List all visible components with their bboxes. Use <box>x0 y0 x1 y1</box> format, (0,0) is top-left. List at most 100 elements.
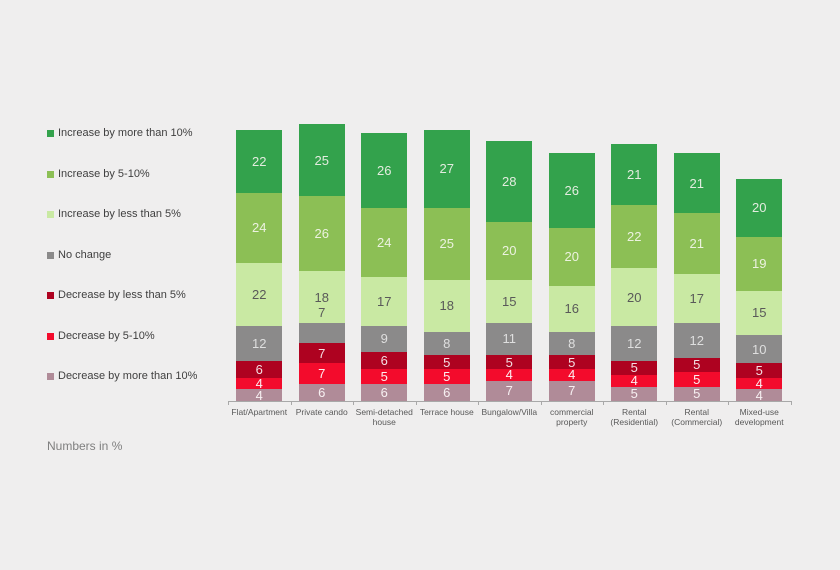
legend-item-label: Increase by more than 10% <box>58 127 193 139</box>
legend-swatch-icon <box>47 373 54 380</box>
legend-item-label: Increase by 5-10% <box>58 167 150 180</box>
bar-rental-commercial: 21 21 17 12 5 5 5 <box>673 152 720 402</box>
segment-value-label: 19 <box>752 256 767 272</box>
segment-value-label: 22 <box>252 154 267 170</box>
segment-value-label: 28 <box>502 174 517 190</box>
segment-bungalow-villa-increase-by-more-than-10: 28 <box>486 141 533 223</box>
segment-bungalow-villa-increase-by-5-10: 20 <box>486 222 533 280</box>
segment-value-label: 12 <box>252 335 267 351</box>
category-label-private-cando: Private cando <box>295 407 348 417</box>
segment-terrace-house-increase-by-5-10: 25 <box>423 207 470 280</box>
x-axis-tick <box>665 401 667 405</box>
legend-item-label: Decrease by 5-10% <box>58 329 155 342</box>
x-axis-line <box>228 401 791 402</box>
segment-flat-apartment-increase-by-less-than-5: 22 <box>236 262 283 326</box>
segment-value-label: 15 <box>502 293 517 309</box>
legend-swatch-icon <box>47 211 54 218</box>
segment-semi-detached-house-increase-by-less-than-5: 17 <box>361 276 408 326</box>
segment-mixed-use-development-increase-by-5-10: 19 <box>736 236 783 292</box>
segment-semi-detached-house-no-change: 9 <box>361 325 408 352</box>
segment-terrace-house-decrease-by-5-10: 5 <box>423 369 470 384</box>
segment-value-label: 12 <box>689 332 704 348</box>
segment-bungalow-villa-decrease-by-more-than-10: 7 <box>486 380 533 401</box>
segment-rental-commercial-decrease-by-5-10: 5 <box>673 371 720 387</box>
segment-commercial-property-increase-by-less-than-5: 16 <box>548 285 595 332</box>
legend-item-label: Decrease by more than 10% <box>58 370 198 382</box>
segment-value-label: 5 <box>693 371 701 387</box>
category-label-bungalow-villa: Bungalow/Villa <box>481 407 538 417</box>
segment-flat-apartment-decrease-by-5-10: 4 <box>236 376 283 392</box>
footnote: Numbers in % <box>47 439 123 453</box>
category-label-mixed-use-development: Mixed-use development <box>734 407 784 427</box>
bar-terrace-house: 27 25 18 8 5 5 6 <box>423 129 470 401</box>
segment-value-label: 5 <box>505 354 513 370</box>
segment-rental-commercial-increase-by-less-than-5: 17 <box>673 274 720 324</box>
segment-flat-apartment-decrease-by-less-than-5: 6 <box>236 360 283 378</box>
legend-item-label: Decrease by less than 5% <box>58 289 186 301</box>
legend-item-increase-by-less-than-5: Increase by less than 5% <box>47 207 219 248</box>
segment-rental-commercial-no-change: 12 <box>673 323 720 358</box>
segment-value-label: 8 <box>443 335 451 351</box>
bar-rental-residential: 21 22 20 12 5 4 5 <box>611 144 658 401</box>
segment-rental-residential-increase-by-less-than-5: 20 <box>611 268 658 326</box>
segment-semi-detached-house-increase-by-more-than-10: 26 <box>361 132 408 208</box>
segment-value-label: 4 <box>255 376 263 392</box>
segment-mixed-use-development-decrease-by-less-than-5: 5 <box>736 363 783 378</box>
segment-value-label: 15 <box>752 305 767 321</box>
segment-value-label: 5 <box>693 357 701 373</box>
segment-value-label: 27 <box>439 161 454 177</box>
segment-value-label: 7 <box>505 383 513 399</box>
bar-semi-detached-house: 26 24 17 9 6 5 6 <box>361 132 408 401</box>
segment-private-cando-no-change: 7 <box>298 306 345 344</box>
segment-value-label: 4 <box>755 387 763 403</box>
segment-value-label: 22 <box>252 286 267 302</box>
segment-bungalow-villa-increase-by-less-than-5: 15 <box>486 279 533 324</box>
segment-rental-residential-no-change: 12 <box>611 325 658 361</box>
segment-mixed-use-development-increase-by-less-than-5: 15 <box>736 291 783 335</box>
x-axis-tick <box>290 401 292 405</box>
legend-item-no-change: No change <box>47 248 219 289</box>
category-label-terrace-house: Terrace house <box>419 407 474 417</box>
segment-value-label: 7 <box>568 383 576 399</box>
legend-item-increase-by-more-than-10: Increase by more than 10% <box>47 126 219 167</box>
legend-item-decrease-by-less-than-5: Decrease by less than 5% <box>47 288 219 329</box>
segment-value-label: 26 <box>377 162 392 178</box>
category-label-flat-apartment: Flat/Apartment <box>231 407 288 417</box>
segment-terrace-house-no-change: 8 <box>423 331 470 355</box>
segment-value-label: 6 <box>380 353 388 369</box>
segment-semi-detached-house-decrease-by-5-10: 5 <box>361 369 408 384</box>
segment-rental-residential-decrease-by-5-10: 4 <box>611 373 658 389</box>
x-axis-tick <box>415 401 417 405</box>
bar-bungalow-villa: 28 20 15 11 5 4 7 <box>486 141 533 401</box>
segment-semi-detached-house-increase-by-5-10: 24 <box>361 207 408 277</box>
segment-value-label: 4 <box>255 387 263 403</box>
legend-item-increase-by-5-10: Increase by 5-10% <box>47 167 219 208</box>
segment-value-label: 5 <box>693 386 701 402</box>
x-axis-tick <box>228 401 229 405</box>
segment-rental-residential-increase-by-more-than-10: 21 <box>611 144 658 205</box>
segment-value-label: 5 <box>443 354 451 370</box>
x-axis-tick <box>603 401 604 405</box>
segment-private-cando-decrease-by-5-10: 7 <box>298 363 345 384</box>
segment-value-label: 24 <box>377 234 392 250</box>
segment-private-cando-increase-by-more-than-10: 25 <box>298 124 345 197</box>
segment-commercial-property-decrease-by-more-than-10: 7 <box>548 380 595 401</box>
segment-value-label: 20 <box>752 200 767 216</box>
x-axis-tick <box>540 401 542 405</box>
segment-bungalow-villa-decrease-by-less-than-5: 5 <box>486 354 533 370</box>
segment-value-label: 26 <box>314 226 329 242</box>
segment-value-label: 7 <box>318 345 326 361</box>
category-label-rental-commercial: Rental (Commercial) <box>671 407 723 427</box>
segment-value-label: 4 <box>630 373 638 389</box>
segment-semi-detached-house-decrease-by-more-than-10: 6 <box>361 383 408 401</box>
segment-value-label: 25 <box>439 236 454 252</box>
legend-item-decrease-by-more-than-10: Decrease by more than 10% <box>47 369 219 410</box>
segment-value-label: 11 <box>502 331 517 347</box>
segment-value-label: 17 <box>689 291 704 307</box>
segment-value-label: 22 <box>627 229 642 245</box>
segment-rental-residential-decrease-by-less-than-5: 5 <box>611 360 658 375</box>
segment-private-cando-decrease-by-less-than-5: 7 <box>298 343 345 364</box>
segment-value-label: 24 <box>252 220 267 236</box>
